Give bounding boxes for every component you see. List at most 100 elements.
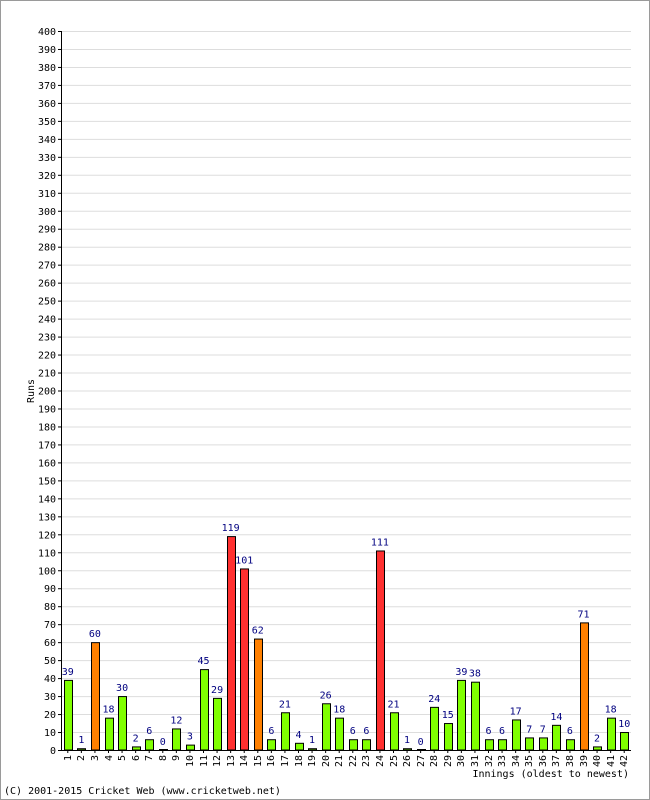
- bar: [444, 723, 453, 751]
- bar: [254, 638, 263, 751]
- x-tick-label: 41: [606, 755, 617, 767]
- data-label: 24: [428, 694, 440, 705]
- data-label: 26: [320, 690, 332, 701]
- data-label: 29: [211, 685, 223, 696]
- x-tick-label: 31: [470, 755, 481, 767]
- data-label: 6: [567, 726, 573, 737]
- bar: [240, 568, 249, 751]
- bar: [512, 719, 521, 751]
- data-label: 38: [469, 669, 481, 680]
- data-label: 45: [197, 656, 209, 667]
- y-tick-label: 280: [38, 243, 56, 254]
- y-tick-label: 390: [38, 45, 56, 56]
- x-tick-label: 18: [294, 755, 305, 767]
- y-tick-label: 330: [38, 153, 56, 164]
- bar: [105, 717, 114, 751]
- x-tick-label: 17: [280, 755, 291, 767]
- bar: [132, 746, 141, 751]
- bar: [607, 717, 616, 751]
- y-axis-label: Runs: [26, 379, 37, 403]
- x-tick-label: 7: [144, 755, 155, 761]
- data-label: 2: [594, 733, 600, 744]
- x-tick-label: 27: [416, 755, 427, 767]
- y-tick-label: 210: [38, 369, 56, 380]
- data-label: 21: [279, 699, 291, 710]
- bar: [322, 703, 331, 751]
- x-tick-label: 32: [484, 755, 495, 767]
- x-tick-label: 5: [117, 755, 128, 761]
- data-label: 6: [350, 726, 356, 737]
- y-tick-label: 180: [38, 422, 56, 433]
- y-tick-label: 40: [44, 674, 56, 685]
- y-tick-label: 230: [38, 333, 56, 344]
- data-label: 6: [499, 726, 505, 737]
- bar: [200, 669, 209, 751]
- data-label: 6: [485, 726, 491, 737]
- bar: [159, 749, 168, 751]
- x-tick-label: 1: [63, 755, 74, 761]
- x-tick-label: 11: [199, 755, 210, 767]
- bar: [145, 739, 154, 751]
- y-axis-ticks: 0 10 20 30 40 50 60 70 80 90 100 110 120 130 140 150 160…: [38, 27, 61, 757]
- bar: [213, 697, 222, 751]
- y-tick-label: 0: [50, 746, 56, 757]
- bar: [376, 550, 385, 751]
- bar: [417, 749, 426, 751]
- y-tick-label: 70: [44, 620, 56, 631]
- bar: [267, 739, 276, 751]
- bar: [620, 732, 629, 751]
- x-tick-label: 6: [131, 755, 142, 761]
- x-tick-label: 15: [253, 755, 264, 767]
- bar: [580, 622, 589, 751]
- copyright-text: (C) 2001-2015 Cricket Web (www.cricketwe…: [4, 786, 281, 797]
- data-label: 6: [363, 726, 369, 737]
- bar: [186, 744, 195, 751]
- data-label: 7: [526, 724, 532, 735]
- y-tick-label: 370: [38, 81, 56, 92]
- y-tick-label: 30: [44, 692, 56, 703]
- x-tick-label: 14: [239, 755, 250, 767]
- y-tick-label: 340: [38, 135, 56, 146]
- gridlines: [61, 31, 631, 734]
- data-label: 4: [295, 730, 301, 741]
- x-tick-label: 39: [579, 755, 590, 767]
- bars: [64, 536, 629, 751]
- x-tick-label: 19: [307, 755, 318, 767]
- x-tick-label: 16: [266, 755, 277, 767]
- data-label: 101: [235, 555, 253, 566]
- data-label: 39: [62, 667, 74, 678]
- x-tick-label: 9: [171, 755, 182, 761]
- bar: [172, 728, 181, 751]
- x-tick-label: 20: [321, 755, 332, 767]
- bar: [390, 712, 399, 751]
- y-tick-label: 100: [38, 566, 56, 577]
- x-tick-label: 3: [90, 755, 101, 761]
- bar: [349, 739, 358, 751]
- data-label: 0: [418, 737, 424, 748]
- data-label: 39: [455, 667, 467, 678]
- y-tick-label: 10: [44, 728, 56, 739]
- data-label: 1: [309, 735, 315, 746]
- y-tick-label: 140: [38, 494, 56, 505]
- bar: [485, 739, 494, 751]
- x-tick-label: 26: [402, 755, 413, 767]
- y-tick-label: 170: [38, 440, 56, 451]
- bar: [457, 679, 466, 751]
- y-tick-label: 310: [38, 189, 56, 200]
- bar: [335, 717, 344, 751]
- y-tick-label: 190: [38, 404, 56, 415]
- data-label: 15: [442, 710, 454, 721]
- bar: [91, 642, 100, 751]
- bar: [525, 737, 534, 751]
- y-tick-label: 380: [38, 63, 56, 74]
- x-tick-label: 40: [592, 755, 603, 767]
- y-tick-label: 250: [38, 297, 56, 308]
- y-tick-label: 20: [44, 710, 56, 721]
- y-tick-label: 260: [38, 279, 56, 290]
- bar: [552, 724, 561, 751]
- bar: [308, 748, 317, 751]
- data-label: 12: [170, 715, 182, 726]
- x-tick-label: 13: [226, 755, 237, 767]
- y-tick-label: 80: [44, 602, 56, 613]
